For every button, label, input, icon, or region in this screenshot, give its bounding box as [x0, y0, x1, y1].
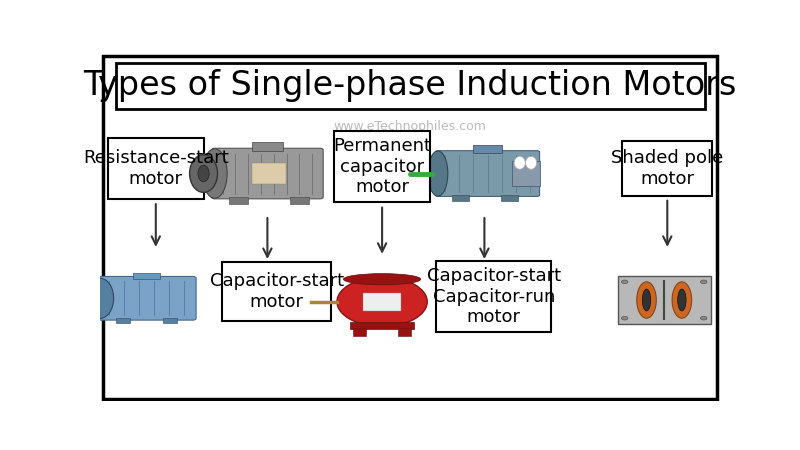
FancyBboxPatch shape — [350, 322, 414, 329]
Ellipse shape — [514, 156, 526, 169]
Text: Capacitor-start
motor: Capacitor-start motor — [210, 272, 344, 311]
FancyBboxPatch shape — [108, 138, 204, 198]
Ellipse shape — [190, 155, 218, 193]
FancyBboxPatch shape — [353, 328, 366, 336]
Text: Types of Single-phase Induction Motors: Types of Single-phase Induction Motors — [83, 69, 737, 103]
Circle shape — [701, 280, 707, 284]
FancyBboxPatch shape — [436, 261, 551, 332]
FancyBboxPatch shape — [115, 63, 705, 109]
Text: Capacitor-start
Capacitor-run
motor: Capacitor-start Capacitor-run motor — [426, 267, 561, 326]
FancyBboxPatch shape — [502, 195, 518, 201]
FancyBboxPatch shape — [251, 163, 286, 184]
FancyBboxPatch shape — [622, 140, 712, 196]
Ellipse shape — [526, 156, 537, 169]
Ellipse shape — [428, 151, 448, 196]
FancyBboxPatch shape — [452, 195, 469, 201]
Ellipse shape — [637, 282, 656, 318]
FancyBboxPatch shape — [473, 145, 502, 153]
FancyBboxPatch shape — [222, 262, 331, 321]
FancyBboxPatch shape — [251, 142, 283, 151]
FancyBboxPatch shape — [290, 197, 309, 204]
Ellipse shape — [672, 282, 692, 318]
FancyBboxPatch shape — [618, 276, 710, 324]
FancyBboxPatch shape — [334, 131, 430, 202]
FancyBboxPatch shape — [116, 319, 130, 323]
Ellipse shape — [202, 149, 227, 198]
Ellipse shape — [198, 165, 209, 182]
FancyBboxPatch shape — [103, 56, 717, 399]
Text: Shaded pole
motor: Shaded pole motor — [611, 149, 723, 188]
Ellipse shape — [678, 289, 686, 311]
Circle shape — [622, 280, 628, 284]
FancyBboxPatch shape — [97, 276, 196, 320]
Ellipse shape — [86, 278, 114, 319]
FancyBboxPatch shape — [362, 293, 402, 311]
FancyBboxPatch shape — [133, 273, 161, 279]
FancyBboxPatch shape — [398, 328, 411, 336]
Ellipse shape — [337, 277, 427, 327]
Text: Resistance-start
motor: Resistance-start motor — [83, 149, 229, 188]
Text: www.eTechnophiles.com: www.eTechnophiles.com — [334, 120, 486, 133]
Circle shape — [701, 316, 707, 320]
Ellipse shape — [343, 274, 421, 285]
FancyBboxPatch shape — [162, 319, 177, 323]
Text: Permanent
capacitor
motor: Permanent capacitor motor — [333, 137, 431, 196]
FancyBboxPatch shape — [211, 148, 323, 199]
FancyBboxPatch shape — [512, 161, 539, 186]
Circle shape — [622, 316, 628, 320]
FancyBboxPatch shape — [229, 197, 248, 204]
Ellipse shape — [642, 289, 650, 311]
FancyBboxPatch shape — [435, 151, 539, 196]
